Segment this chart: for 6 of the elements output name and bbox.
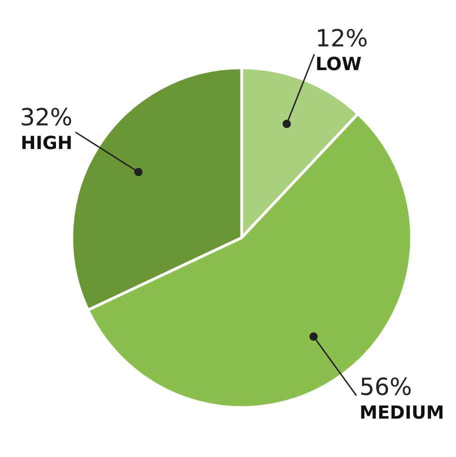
slice-label: MEDIUM <box>361 405 442 419</box>
data-label: 56% <box>361 377 411 396</box>
slice-label: HIGH <box>22 136 71 150</box>
data-label: 12% <box>318 28 367 47</box>
data-label: 32% <box>22 108 72 126</box>
slice-label: LOW <box>317 56 362 70</box>
